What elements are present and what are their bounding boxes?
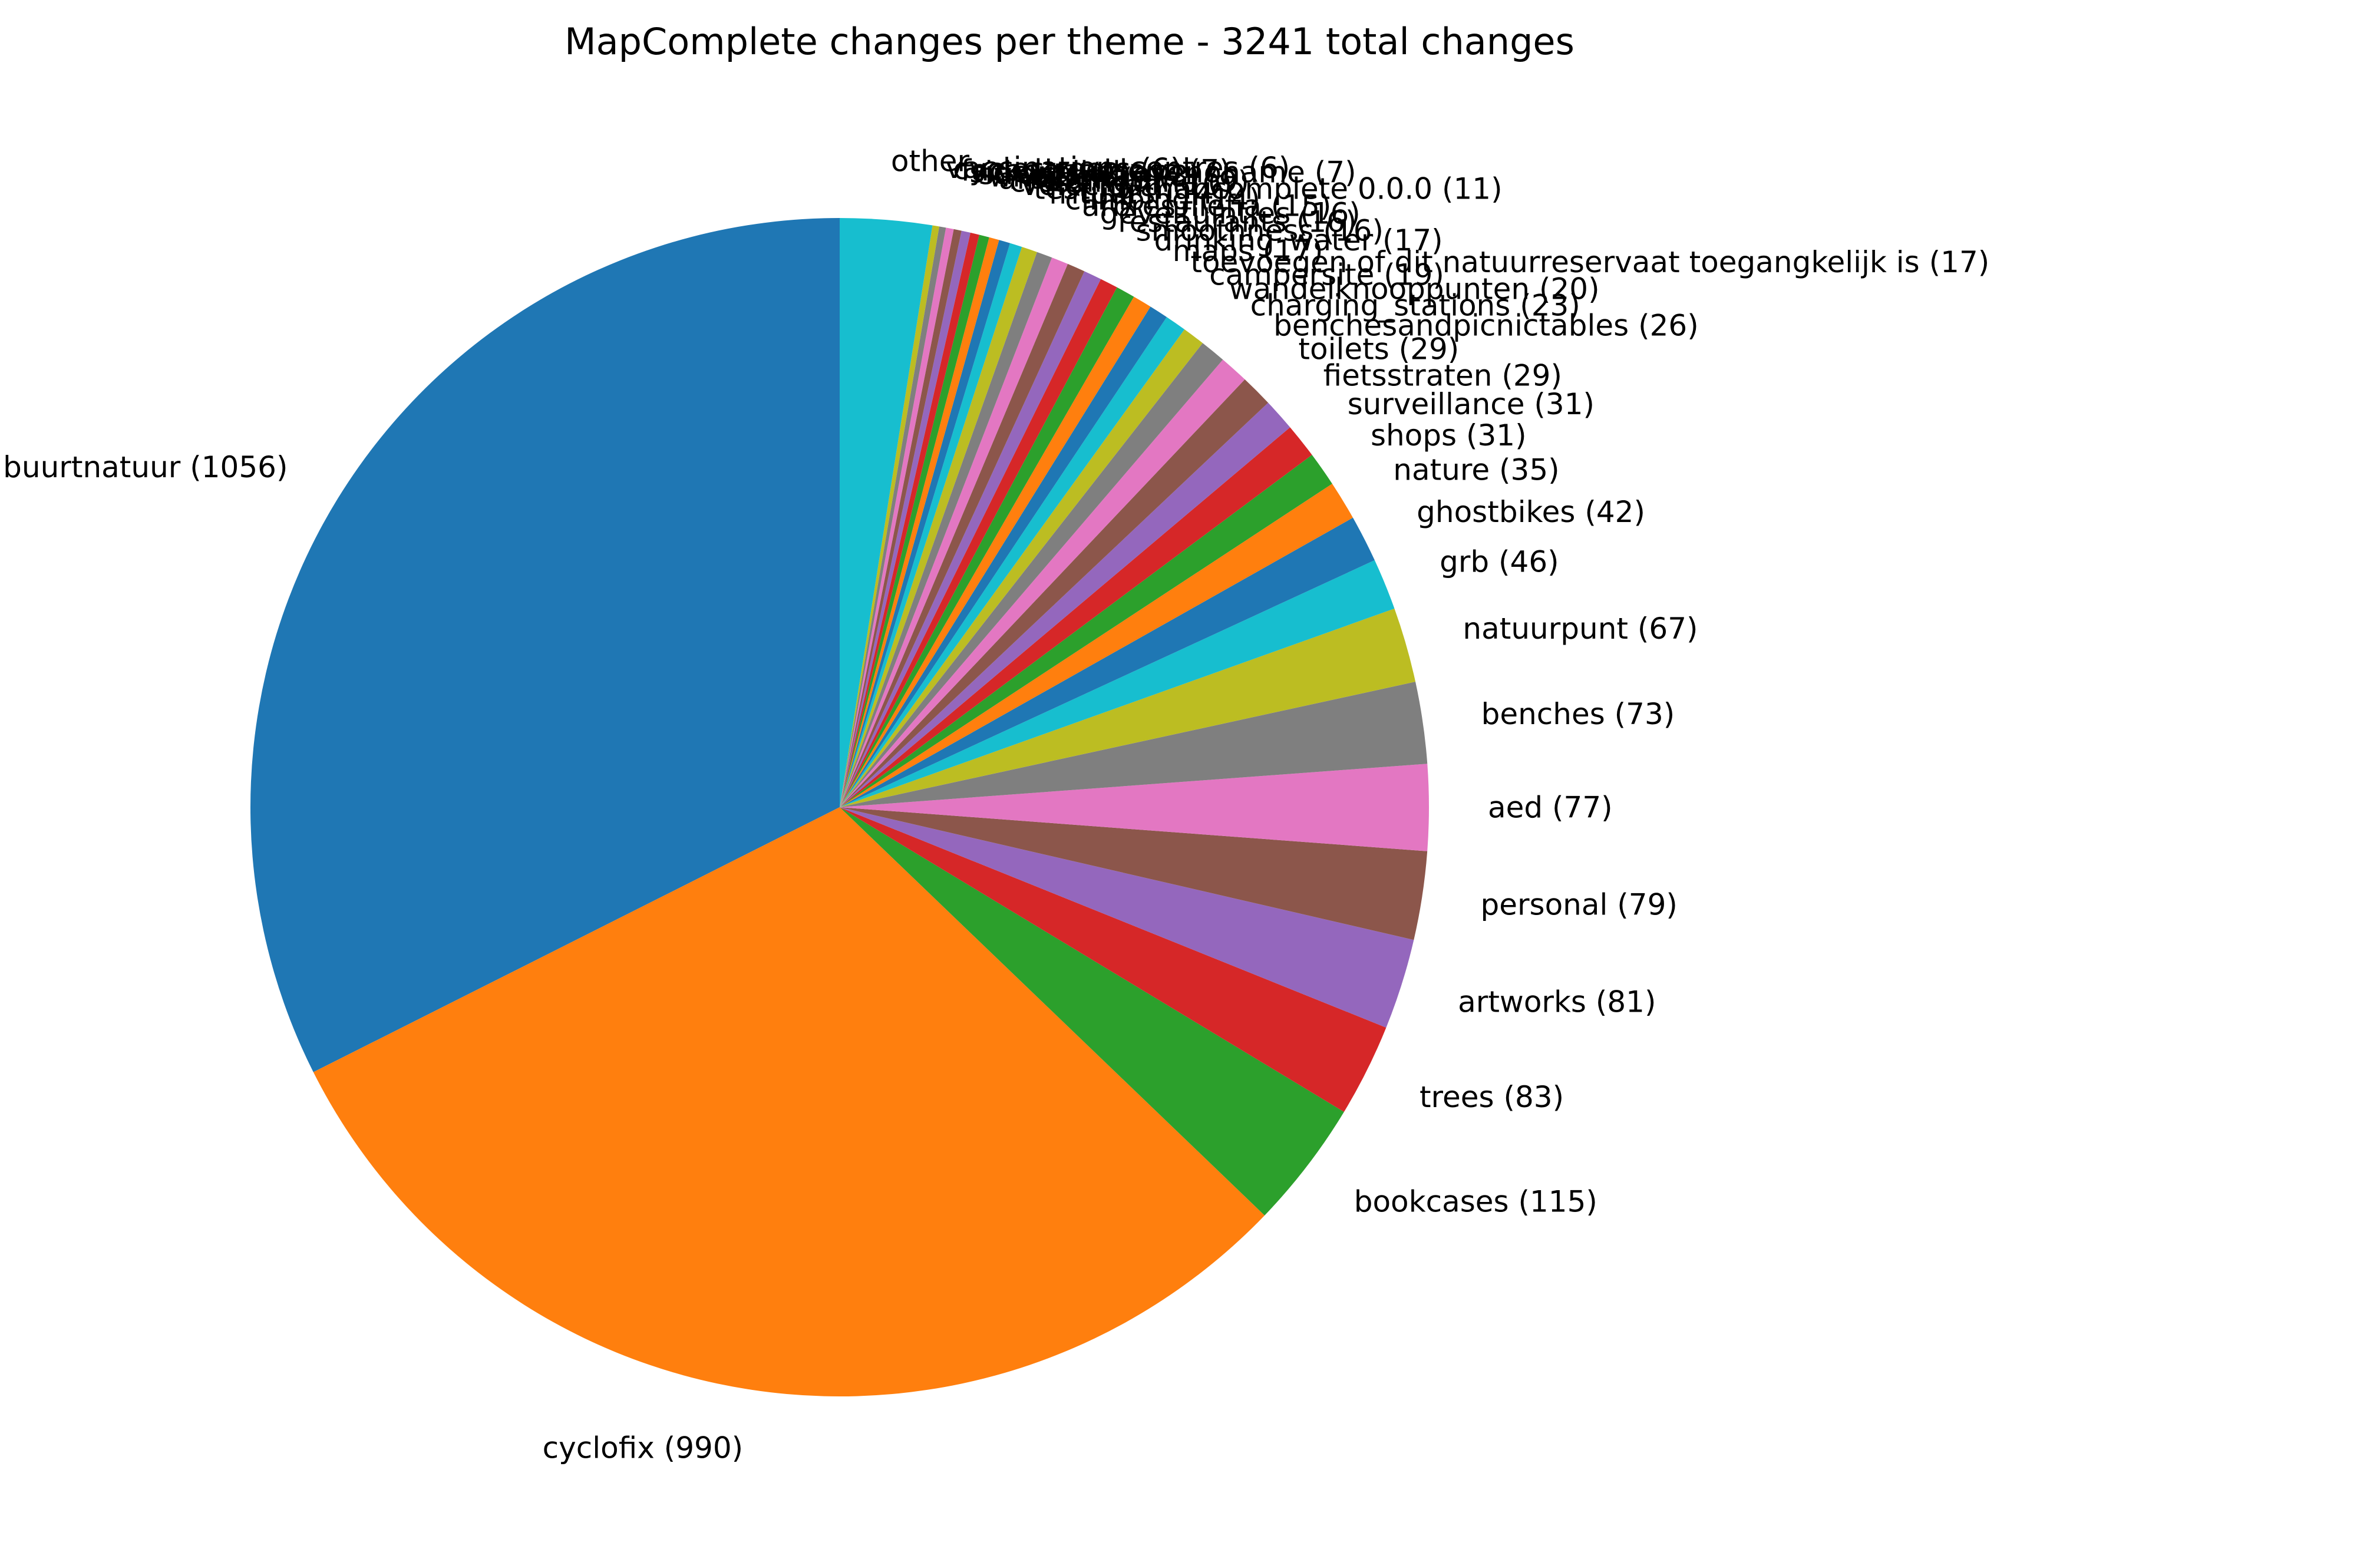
slice-label-drinking-water: drinking_water (17)	[1154, 223, 1443, 257]
slice-label-natuurpunt: natuurpunt (67)	[1463, 612, 1698, 646]
pie-slice-streets	[840, 230, 971, 807]
slice-label-charging-stations: charging_stations (23)	[1250, 289, 1580, 323]
pie-slice-artwork	[840, 235, 989, 808]
slice-label-velocidad: velocidad (10)	[1021, 168, 1233, 202]
slice-label-crossingtime: crossingtime (9)	[1009, 164, 1249, 199]
pie-slice-aed	[840, 764, 1430, 851]
pie-slice-trees	[840, 807, 1387, 1112]
slice-label-wandelknooppunten: wandelknooppunten (20)	[1229, 272, 1600, 306]
pie-slice-charging-stations	[840, 343, 1223, 807]
slice-label-restaurants: restaurants (16)	[1118, 205, 1356, 239]
pie-labels: buurtnatuur (1056) cyclofix (990) bookcase…	[3, 144, 1989, 1465]
pie-slice-bookcases	[840, 807, 1344, 1216]
pie-slice-nature	[840, 484, 1353, 807]
slice-label-vaccination-centres: vaccination_centres (6)	[946, 151, 1290, 185]
slice-label-smoothness: smoothness (16)	[1136, 214, 1384, 248]
pie-slice-surveillance	[840, 427, 1312, 807]
pie-slice-frituurs	[840, 247, 1037, 807]
slice-label-buurtnatuur: buurtnatuur (1056)	[3, 450, 288, 484]
slice-label-campersite: campersite (19)	[1209, 257, 1444, 292]
slice-label-bookcases: bookcases (115)	[1354, 1185, 1597, 1219]
slice-label-toilets: toilets (29)	[1298, 332, 1459, 366]
pie-slice-campersite	[840, 317, 1185, 807]
pie-slice-fietsstraten	[840, 402, 1290, 807]
slice-label-shops: shops (31)	[1371, 418, 1527, 453]
pie-slices	[250, 218, 1430, 1396]
slice-label-trees: trees (83)	[1420, 1080, 1564, 1114]
pie-slice-benchesandpicnictables	[840, 359, 1245, 807]
slice-label-facadegardens: facadegardens (7)	[961, 153, 1231, 187]
slice-label-nature: nature (35)	[1393, 453, 1559, 487]
pie-slice-testing-mapcomplete-0-0-0	[840, 243, 1022, 808]
pie-slice-natuurpunt	[840, 608, 1416, 807]
pie-slice-wheelchair	[840, 232, 979, 807]
slice-label-climbing: climbing (14)	[1065, 183, 1260, 217]
slice-label-fietsstraten: fietsstraten (29)	[1323, 358, 1562, 392]
slice-label-testing-mapcomplete-0-0-0: testing mapcomplete 0.0.0 (11)	[1034, 171, 1503, 206]
slice-label-streets: streets (8)	[979, 157, 1131, 191]
slice-label-ghostbikes: ghostbikes (42)	[1417, 495, 1645, 529]
slice-label-personal: personal (79)	[1480, 887, 1677, 922]
slice-label-cyclestreets: cyclestreets (6)	[953, 152, 1181, 186]
pie-slice-facadegardens	[840, 227, 954, 807]
pie-slice-buurtnatuur	[250, 218, 840, 1072]
slice-label-maps: maps (17)	[1173, 234, 1323, 268]
slice-label-artworks: artworks (81)	[1458, 985, 1656, 1019]
pie-slice-toilets	[840, 379, 1269, 807]
slice-label-geveltuintjes: geveltuintjes (16)	[1100, 196, 1360, 230]
pie-slice-drinking-water	[840, 287, 1134, 807]
pie-slice-cyclofix	[313, 807, 1265, 1396]
pie-slice-velocidad	[840, 240, 1011, 808]
slice-label-sidewalkshavenoname: sidewalkshavenoname (7)	[969, 155, 1356, 189]
slice-label-surveillance: surveillance (31)	[1348, 387, 1595, 421]
pie-slice-geveltuintjes	[840, 263, 1085, 807]
pie-slice-personal	[840, 807, 1428, 940]
pie-slice-benches	[840, 682, 1428, 807]
slice-label-frituurs: frituurs (14)	[1048, 177, 1225, 211]
slice-label-cyclofix: cyclofix (990)	[543, 1431, 743, 1465]
slice-label-artwork: artwork (9)	[999, 162, 1163, 196]
slice-label-benches: benches (73)	[1481, 697, 1675, 731]
pie-slice-vaccination-centres	[840, 225, 939, 807]
slice-label-arbres-llefia: arbres_llefia (15)	[1082, 189, 1331, 223]
pie-slice-ghostbikes	[840, 517, 1375, 807]
pie-slice-grb	[840, 560, 1395, 807]
pie-slice-arbres-llefia	[840, 257, 1068, 808]
pie-slice-sidewalkshavenoname	[840, 229, 962, 807]
pie-slice-shops	[840, 455, 1332, 807]
slice-label-other: other	[891, 144, 970, 178]
chart-title: MapComplete changes per theme - 3241 tot…	[565, 20, 1574, 63]
pie-slice-maps	[840, 296, 1151, 807]
pie-slice-smoothness	[840, 279, 1117, 807]
pie-slice-toevoegen-of-dit-natuurreservaat-toegangkelijk-is	[840, 306, 1167, 807]
pie-slice-wandelknooppunten	[840, 329, 1203, 807]
slice-label-toevoegen-of-dit-natuurreservaat-toegangkelijk-is: toevoegen of dit natuurreservaat toegang…	[1190, 245, 1989, 279]
pie-slice-artworks	[840, 807, 1414, 1028]
pie-slice-cyclestreets	[840, 226, 946, 808]
pie-slice-climbing	[840, 252, 1052, 807]
pie-slice-crossingtime	[840, 237, 999, 807]
slice-label-wheelchair: wheelchair (8)	[988, 159, 1200, 193]
slice-label-grb: grb (46)	[1440, 545, 1559, 579]
slice-label-aed: aed (77)	[1488, 791, 1613, 825]
pie-slice-other	[840, 218, 933, 807]
slice-label-benchesandpicnictables: benchesandpicnictables (26)	[1273, 309, 1699, 343]
pie-slice-restaurants	[840, 271, 1101, 808]
